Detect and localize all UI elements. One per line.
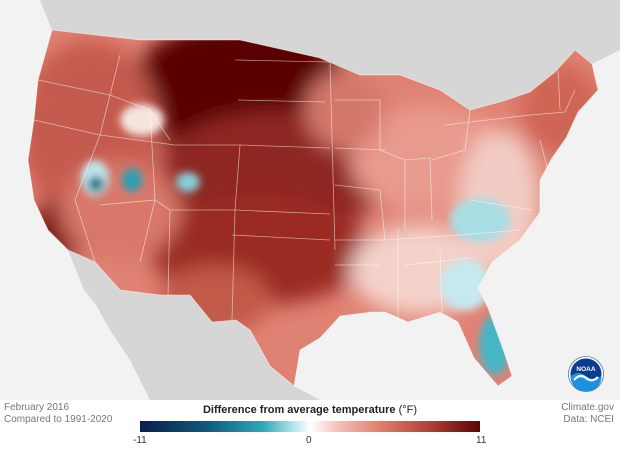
noaa-logo-text: NOAA xyxy=(576,366,595,373)
legend-tick-max: 11 xyxy=(476,435,487,446)
legend-tick-mid: 0 xyxy=(306,435,312,446)
credit-text: Climate.gov xyxy=(561,402,614,413)
state-borders xyxy=(27,29,599,387)
map-baseline: Compared to 1991-2020 xyxy=(4,414,113,425)
anomaly-field xyxy=(28,30,598,386)
legend-title-text: Difference from average temperature xyxy=(202,404,396,416)
mexico-landmass xyxy=(68,250,320,400)
legend-tick-min: -11 xyxy=(133,435,147,446)
canada-landmass xyxy=(0,0,620,110)
legend-color-scale xyxy=(140,421,480,432)
map-date: February 2016 xyxy=(4,402,70,413)
data-source-text: Data: NCEI xyxy=(563,414,614,425)
temperature-anomaly-map xyxy=(0,0,620,400)
noaa-logo-icon: NOAA xyxy=(568,356,604,392)
map-metadata: February 2016 Compared to 1991-2020 xyxy=(4,402,112,426)
legend-title: Difference from average temperature (°F) xyxy=(140,404,480,416)
legend-unit: (°F) xyxy=(398,404,418,416)
map-credits: Climate.gov Data: NCEI xyxy=(561,402,614,426)
